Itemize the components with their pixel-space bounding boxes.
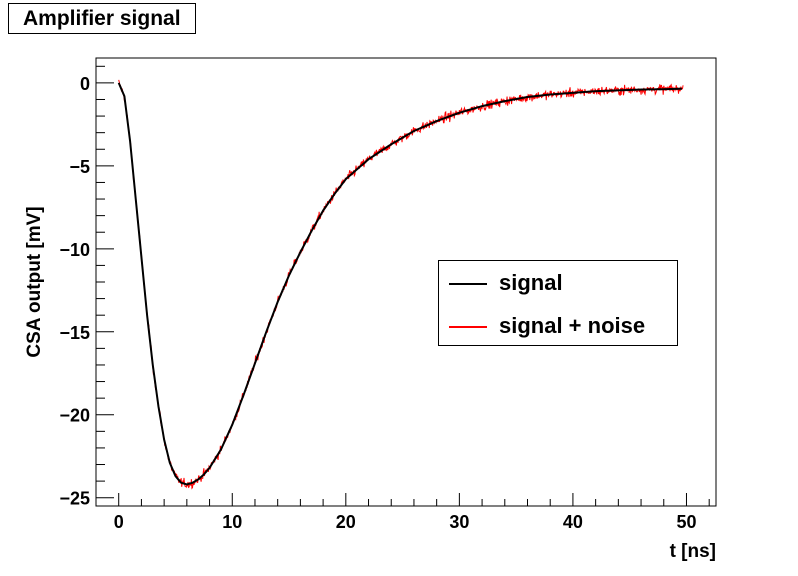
legend-label-signal: signal (499, 270, 563, 295)
legend-line-signal-noise (449, 326, 487, 328)
y-axis-label: CSA output [mV] (24, 206, 45, 357)
y-tick-label: 0 (80, 74, 90, 94)
chart-title: Amplifier signal (8, 3, 196, 34)
x-tick-label: 30 (449, 512, 469, 532)
axis-ticks: 0 10 20 30 40 50 0 −5 −10 −15 −20 −25 (59, 65, 710, 532)
legend-entry-signal-noise: signal + noise (439, 306, 677, 346)
y-tick-label: −15 (59, 323, 90, 343)
x-tick-label: 10 (222, 512, 242, 532)
x-tick-label: 0 (114, 512, 124, 532)
legend-line-signal (449, 283, 487, 285)
x-tick-label: 40 (563, 512, 583, 532)
x-axis-label: t [ns] (670, 541, 716, 562)
legend-label-signal-noise: signal + noise (499, 313, 646, 338)
x-tick-label: 20 (336, 512, 356, 532)
series-signal-line (117, 82, 682, 486)
series-layer (117, 79, 684, 490)
legend: signal signal + noise (438, 260, 678, 346)
y-tick-label: −10 (59, 240, 90, 260)
legend-entry-signal: signal (439, 263, 677, 303)
y-tick-label: −25 (59, 489, 90, 509)
y-tick-label: −20 (59, 406, 90, 426)
y-tick-label: −5 (69, 157, 90, 177)
x-tick-label: 50 (676, 512, 696, 532)
